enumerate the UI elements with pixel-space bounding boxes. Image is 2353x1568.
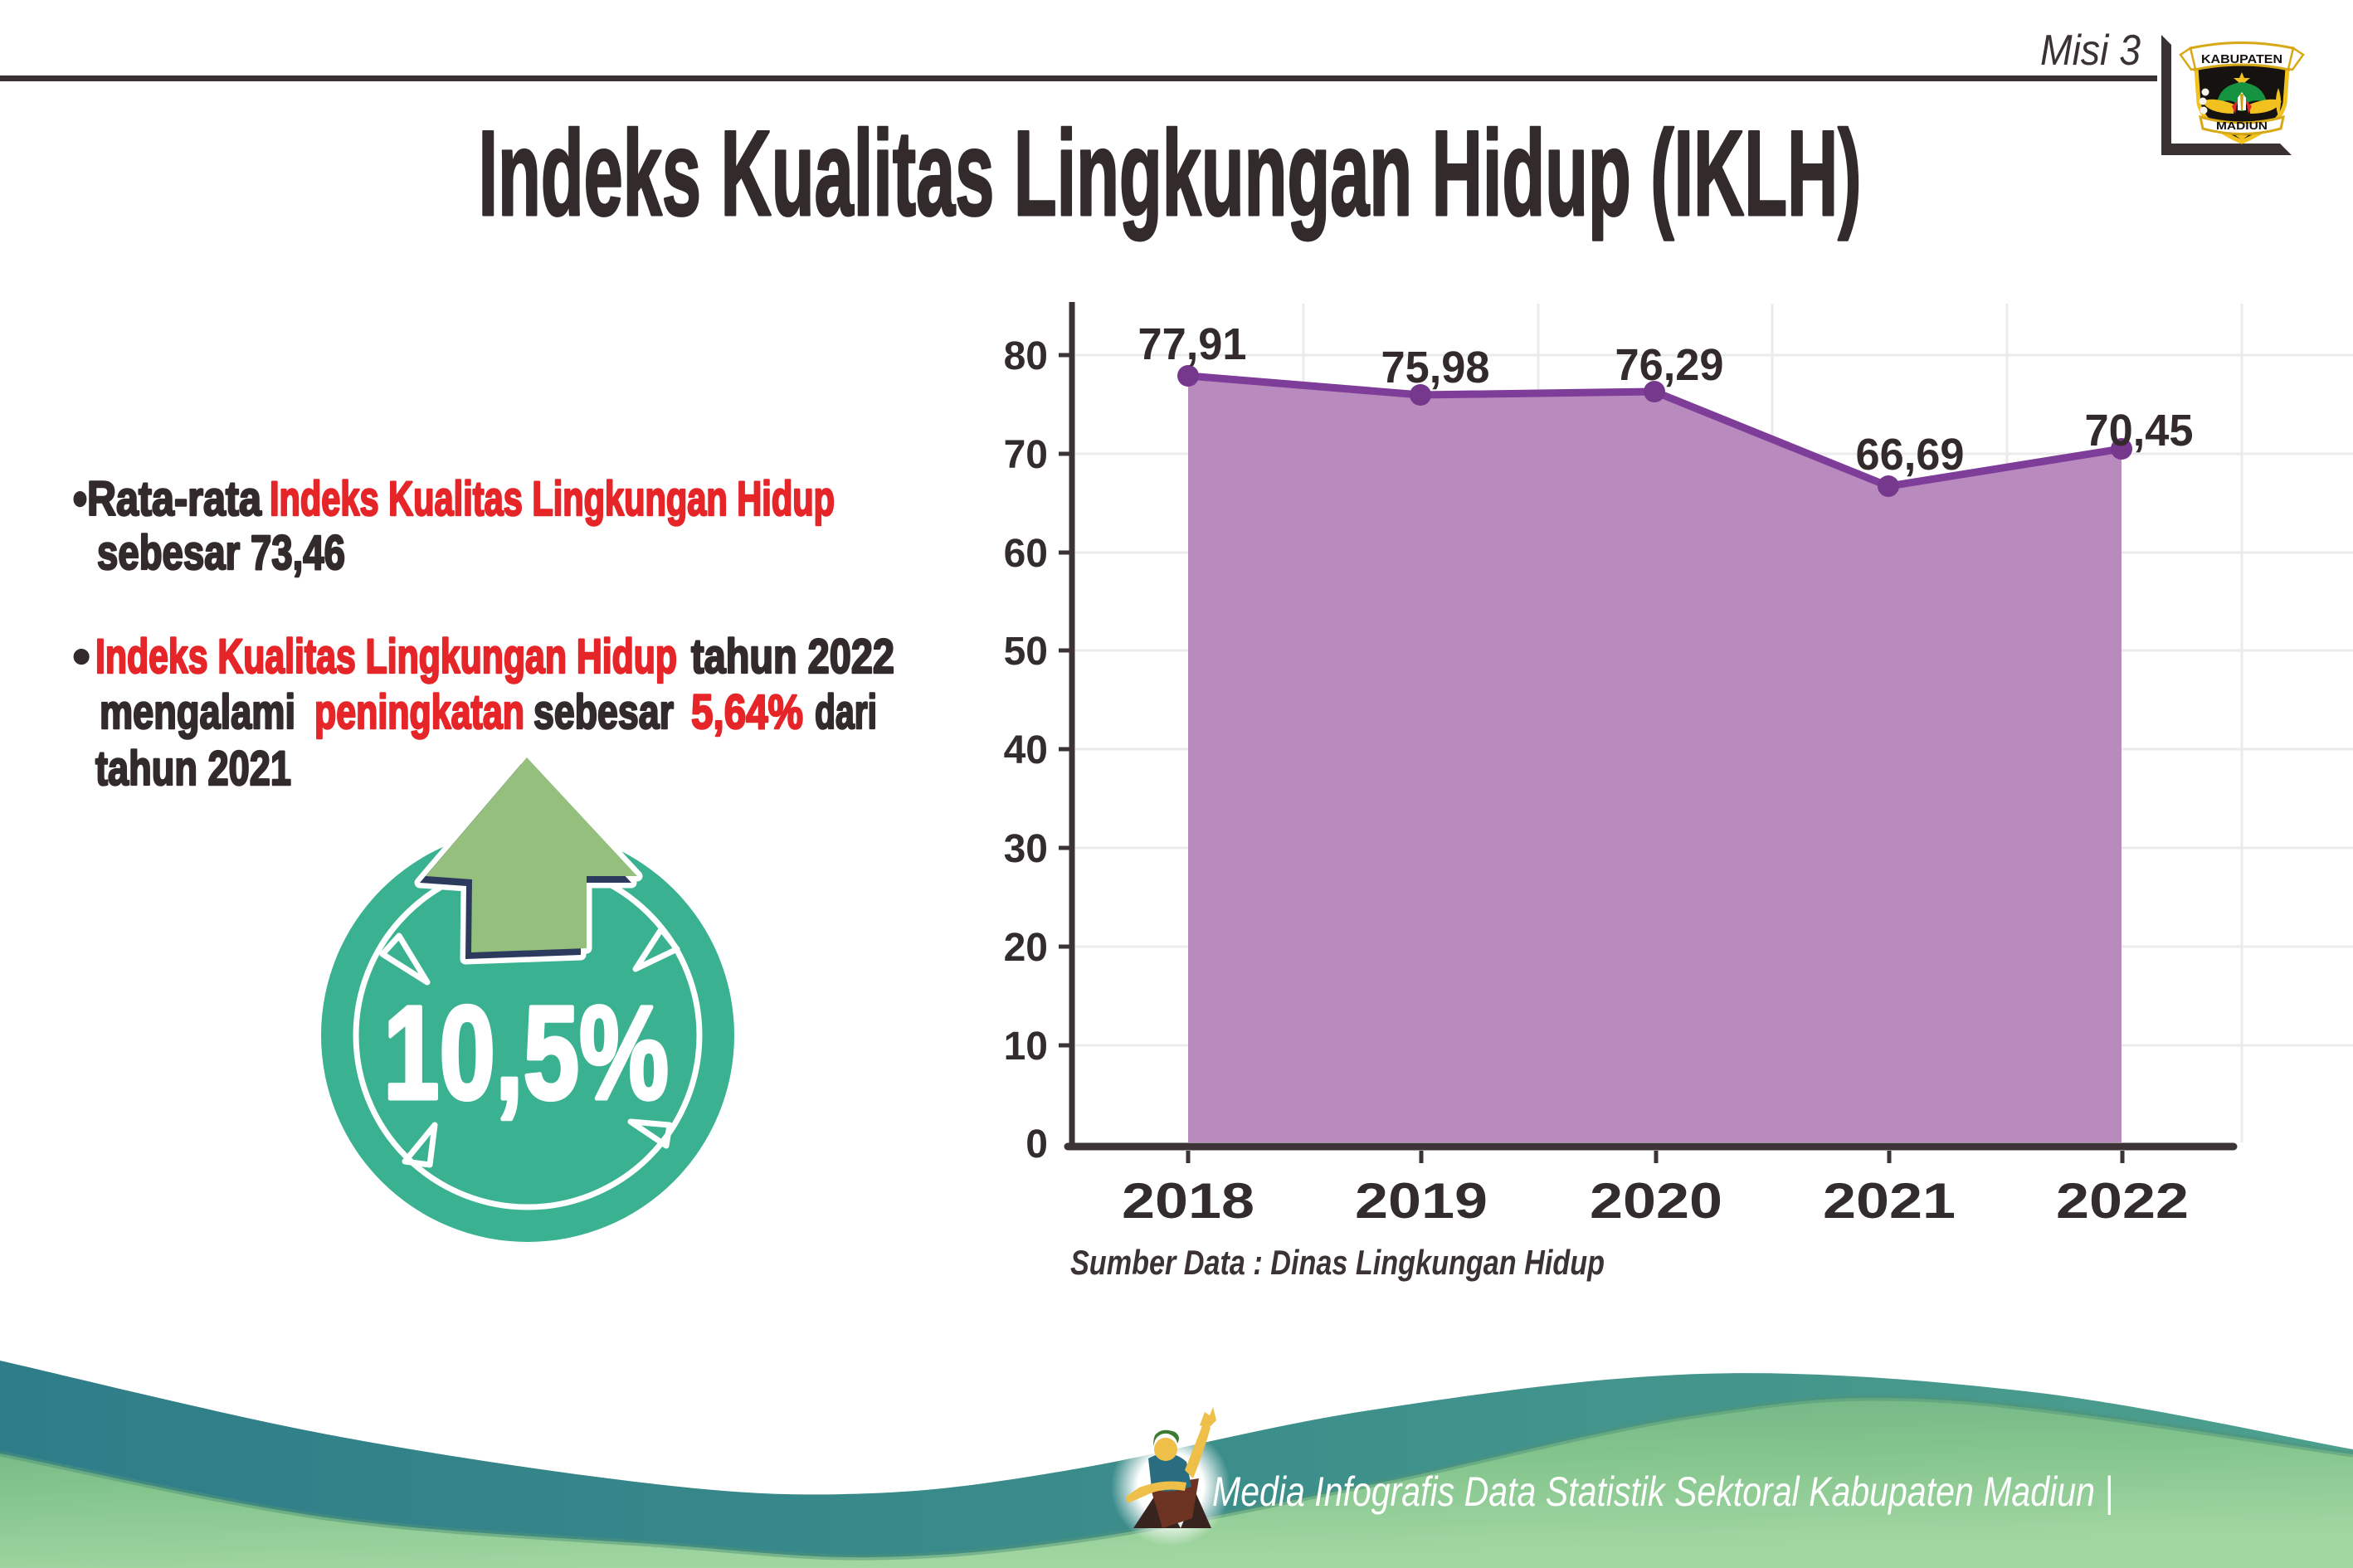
svg-text:tahun 2021: tahun 2021 (95, 742, 291, 796)
svg-text:10: 10 (1004, 1025, 1048, 1069)
svg-text:Sumber Data : Dinas Lingkungan: Sumber Data : Dinas Lingkungan Hidup (1070, 1243, 1605, 1282)
svg-text:tahun 2022: tahun 2022 (691, 630, 894, 684)
svg-text:2021: 2021 (1823, 1173, 1956, 1229)
svg-text:40: 40 (1004, 728, 1048, 772)
svg-text:80: 80 (1004, 334, 1048, 378)
svg-text:KABUPATEN: KABUPATEN (2201, 52, 2282, 66)
svg-text:Indeks Kualitas Lingkungan Hid: Indeks Kualitas Lingkungan Hidup (95, 630, 677, 684)
svg-text:dari: dari (815, 685, 877, 739)
svg-text:2018: 2018 (1122, 1173, 1254, 1229)
svg-text:75,98: 75,98 (1381, 343, 1490, 392)
svg-text:2019: 2019 (1355, 1173, 1488, 1229)
svg-text:MADIUN: MADIUN (2216, 119, 2268, 132)
svg-text:0: 0 (1025, 1122, 1048, 1166)
svg-text:10,5%: 10,5% (383, 978, 669, 1127)
svg-text:20: 20 (1004, 926, 1048, 970)
svg-text:2020: 2020 (1590, 1173, 1722, 1229)
svg-text:sebesar: sebesar (533, 685, 674, 739)
svg-text:sebesar 73,46: sebesar 73,46 (97, 526, 345, 580)
svg-text:2022: 2022 (2056, 1173, 2189, 1229)
svg-text:50: 50 (1004, 630, 1048, 674)
svg-text:77,91: 77,91 (1138, 319, 1247, 369)
svg-text:30: 30 (1004, 827, 1048, 871)
svg-text:5,64%: 5,64% (691, 685, 803, 739)
svg-text:60: 60 (1004, 532, 1048, 576)
svg-text:peningkatan: peningkatan (314, 685, 524, 739)
svg-text:mengalami: mengalami (100, 685, 295, 739)
svg-text:Indeks Kualitas Lingkungan Hid: Indeks Kualitas Lingkungan Hidup (270, 472, 835, 526)
svg-text:Misi 3: Misi 3 (2040, 27, 2141, 75)
svg-text:Indeks Kualitas Lingkungan Hid: Indeks Kualitas Lingkungan Hidup (IKLH) (479, 105, 1862, 241)
svg-text:66,69: 66,69 (1856, 430, 1965, 480)
svg-text:•Rata-rata: •Rata-rata (73, 472, 262, 526)
svg-text:•: • (73, 630, 90, 684)
svg-text:Media Infografis Data Statisti: Media Infografis Data Statistik Sektoral… (1212, 1468, 2113, 1516)
svg-text:70: 70 (1004, 433, 1048, 477)
svg-text:70,45: 70,45 (2085, 406, 2194, 455)
svg-text:76,29: 76,29 (1615, 340, 1724, 390)
